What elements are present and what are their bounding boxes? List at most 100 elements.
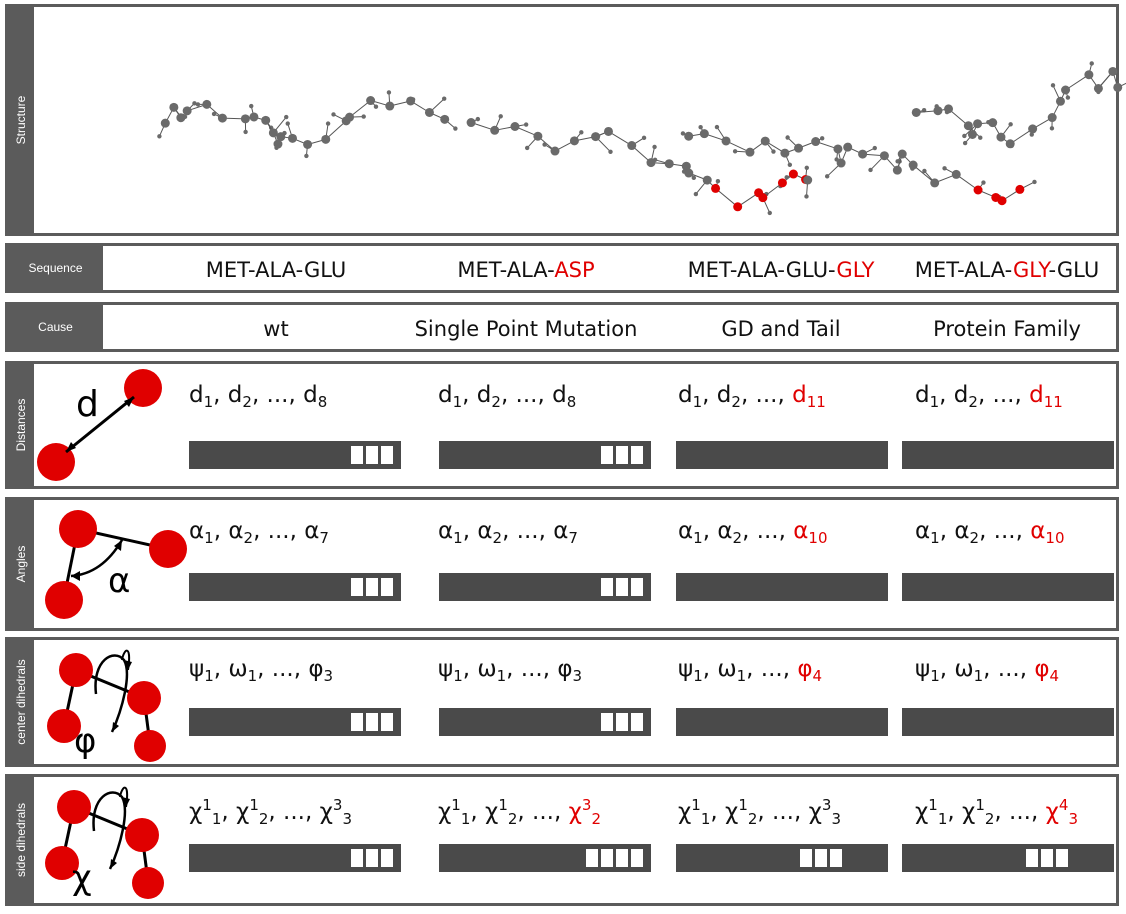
atom	[833, 144, 843, 154]
subscript: 2	[984, 810, 995, 828]
superscript: 1	[249, 796, 259, 814]
hydrogen-atom	[1089, 61, 1094, 66]
atom	[745, 147, 755, 157]
superscript: 1	[975, 796, 985, 814]
feature-block	[616, 849, 628, 867]
angles-label: Angles	[14, 545, 28, 583]
subscript: 1	[693, 667, 703, 685]
subscript: 2	[969, 529, 980, 547]
subscript: 1	[736, 667, 747, 685]
atom	[908, 160, 918, 170]
subscript: 1	[247, 667, 258, 685]
bond	[608, 131, 633, 146]
atom	[711, 183, 721, 193]
symbol: d	[1029, 382, 1044, 408]
center-label-strip: center dihedrals	[8, 640, 34, 764]
hydrogen-atom	[157, 134, 162, 139]
feature-block	[586, 849, 598, 867]
cen-formula-4: ψ1, ω1, ..., φ4	[915, 656, 1059, 685]
ellipsis: , ...,	[251, 382, 304, 408]
symbol: φ	[308, 656, 324, 682]
sequence-3: MET-ALA-GLU-GLY	[688, 258, 875, 282]
last-term: α7	[304, 518, 329, 547]
hydrogen-atom	[714, 124, 720, 130]
atom	[760, 136, 770, 146]
bond	[912, 164, 936, 184]
symbol: α	[793, 518, 809, 544]
superscript: 4	[1058, 796, 1069, 814]
feature-block	[815, 849, 827, 867]
symbol: α	[678, 518, 694, 544]
ang-formula-4: α1, α2, ..., α10	[915, 518, 1065, 547]
symbol: d	[792, 382, 807, 408]
symbol: , d	[213, 382, 243, 408]
symbol: , χ	[710, 799, 739, 825]
angles-panel: Angles α	[5, 497, 1119, 631]
ang-feature-bar-2	[439, 573, 651, 601]
atom	[788, 169, 798, 179]
symbol: d	[915, 382, 930, 408]
sequence-2: MET-ALA-ASP	[457, 258, 594, 282]
hydrogen-atom	[523, 122, 529, 127]
structure-panel: Structure	[5, 4, 1126, 236]
subscript: 4	[812, 667, 823, 685]
symbol: , χ	[221, 799, 250, 825]
atom	[182, 106, 192, 116]
feature-block	[631, 446, 643, 464]
sequence-part: -GLU	[1048, 258, 1100, 282]
sequence-label-text: Sequence	[28, 261, 83, 275]
atom	[240, 114, 250, 124]
symbol: α	[438, 518, 454, 544]
atom	[811, 137, 821, 147]
symbol: χ	[678, 799, 692, 825]
hydrogen-atom	[824, 174, 830, 179]
symbol: ψ	[438, 656, 454, 682]
hydrogen-atom	[895, 159, 900, 164]
feature-block	[366, 446, 378, 464]
atom	[1005, 139, 1015, 149]
sid-feature-bar-2	[439, 844, 651, 872]
superscript: 3	[821, 796, 832, 814]
last-term: α7	[553, 518, 578, 547]
symbol: α	[915, 518, 931, 544]
cause-label: Cause	[8, 305, 103, 349]
hydrogen-atom	[868, 167, 873, 173]
side-dihedrals-panel: side dihedrals χ	[5, 774, 1119, 906]
hydrogen-atom	[693, 191, 699, 197]
symbol: , d	[939, 382, 969, 408]
feature-block	[366, 578, 378, 596]
symbol: , ω	[939, 656, 974, 682]
subscript: 11	[806, 393, 826, 411]
sequence-part: MET-ALA-	[914, 258, 1014, 282]
atom	[176, 113, 186, 123]
sequence-part: MET-ALA-GLU-	[687, 258, 837, 282]
atom	[345, 112, 355, 122]
subscript: 1	[700, 810, 711, 828]
hydrogen-atom	[784, 175, 789, 180]
hydrogen-atom	[785, 135, 790, 140]
atom	[202, 99, 212, 109]
atom	[1055, 96, 1065, 106]
subscript: 2	[747, 810, 758, 828]
symbol: d	[678, 382, 693, 408]
subscript: 1	[453, 529, 463, 547]
center-dihedrals-panel: center dihedrals φ	[5, 637, 1119, 767]
symbol: d	[303, 382, 318, 408]
sid-feature-bar-4	[902, 844, 1114, 872]
symbol: χ	[319, 799, 333, 825]
last-term: χ32	[569, 796, 601, 828]
feature-block	[631, 849, 643, 867]
subscript: 4	[1049, 667, 1060, 685]
atom	[933, 106, 943, 116]
ellipsis: , ...,	[502, 518, 554, 544]
ang-feature-bar-4	[902, 573, 1114, 601]
cen-feature-bar-1	[189, 708, 401, 736]
symbol: , χ	[947, 799, 976, 825]
subscript: 2	[968, 393, 978, 411]
atom	[858, 149, 868, 159]
hydrogen-atom	[771, 149, 776, 154]
sequence-part: ASP	[554, 258, 595, 282]
atom	[733, 202, 743, 212]
sequence-label: Sequence	[8, 246, 103, 290]
subscript: 2	[507, 810, 518, 828]
